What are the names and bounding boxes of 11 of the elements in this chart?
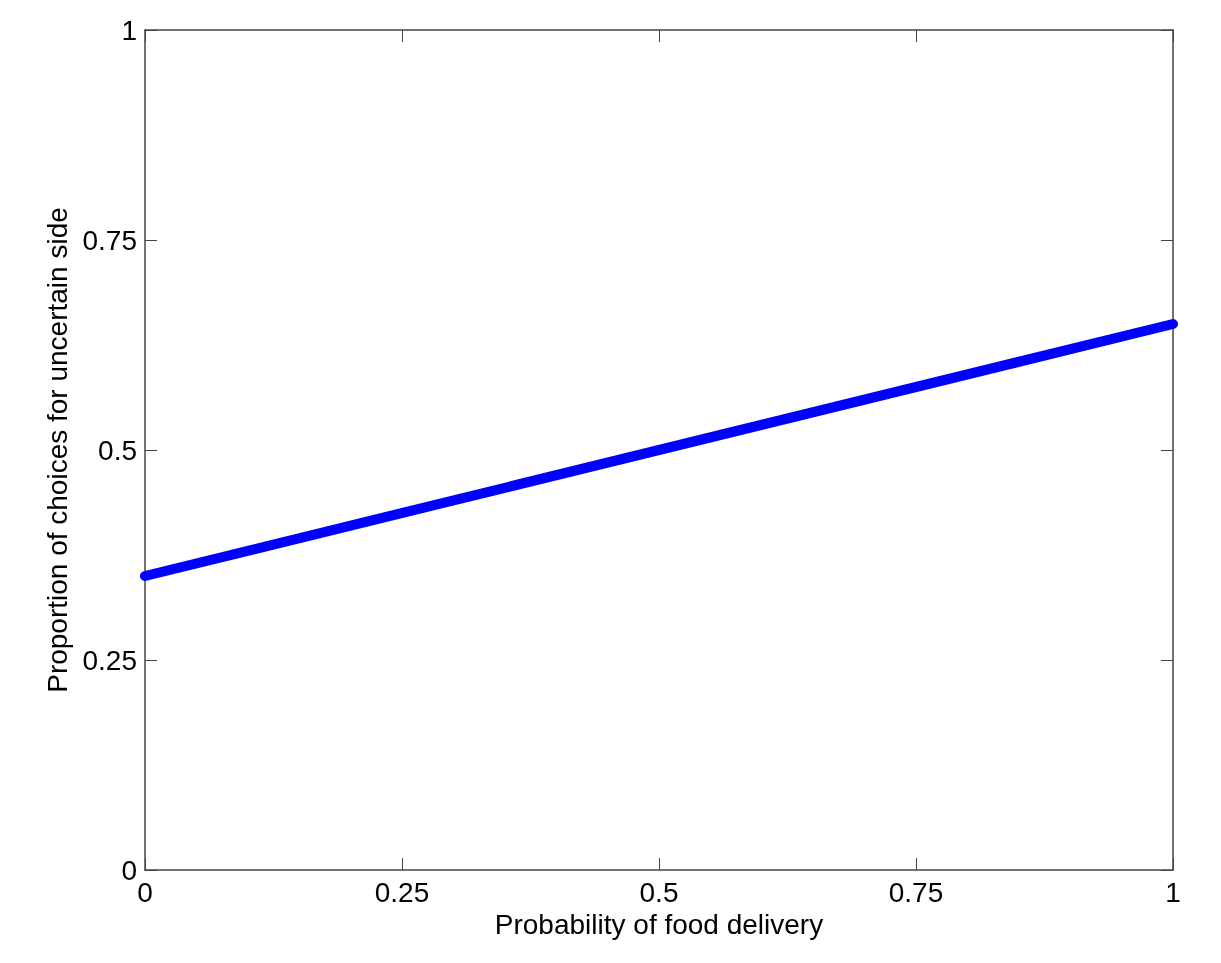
x-axis-title: Probability of food delivery bbox=[494, 909, 824, 941]
x-tick-label: 0.75 bbox=[888, 876, 944, 908]
y-tick-label: 0.25 bbox=[82, 644, 137, 676]
y-tick-label: 0 bbox=[121, 854, 137, 886]
y-tick-label: 1 bbox=[121, 14, 137, 46]
x-tick-label: 1 bbox=[1165, 876, 1181, 908]
y-tick-label: 0.75 bbox=[82, 224, 137, 256]
y-tick-label: 0.5 bbox=[98, 434, 137, 466]
x-tick-label: 0.5 bbox=[639, 876, 679, 908]
x-tick-label: 0.25 bbox=[374, 876, 430, 908]
y-axis-title: Proportion of choices for uncertain side bbox=[42, 207, 74, 693]
